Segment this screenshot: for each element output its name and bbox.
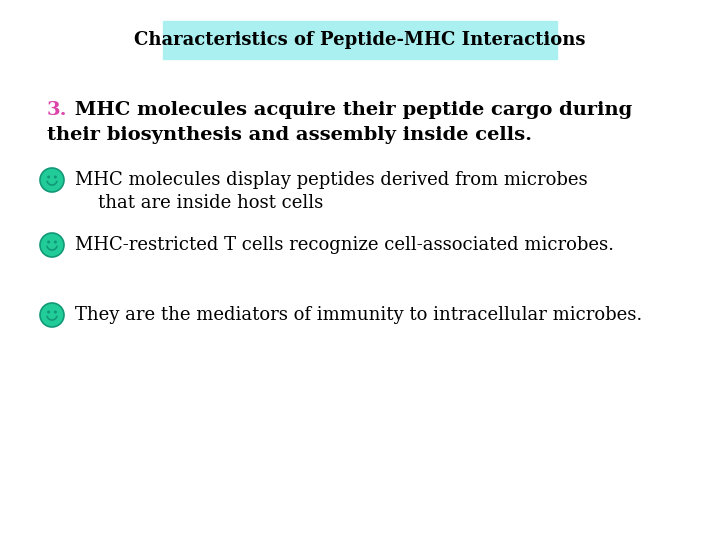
Circle shape xyxy=(40,168,64,192)
Circle shape xyxy=(54,176,57,179)
Text: their biosynthesis and assembly inside cells.: their biosynthesis and assembly inside c… xyxy=(47,126,532,144)
Text: MHC-restricted T cells recognize cell-associated microbes.: MHC-restricted T cells recognize cell-as… xyxy=(75,236,614,254)
Circle shape xyxy=(47,240,50,244)
Text: that are inside host cells: that are inside host cells xyxy=(75,194,323,212)
Circle shape xyxy=(47,310,50,314)
Circle shape xyxy=(40,233,64,257)
Circle shape xyxy=(47,176,50,179)
FancyBboxPatch shape xyxy=(163,21,557,59)
Text: They are the mediators of immunity to intracellular microbes.: They are the mediators of immunity to in… xyxy=(75,306,642,324)
Text: Characteristics of Peptide-MHC Interactions: Characteristics of Peptide-MHC Interacti… xyxy=(134,31,586,49)
Circle shape xyxy=(40,303,64,327)
Circle shape xyxy=(54,240,57,244)
Text: MHC molecules display peptides derived from microbes: MHC molecules display peptides derived f… xyxy=(75,171,588,189)
Circle shape xyxy=(54,310,57,314)
Text: MHC molecules acquire their peptide cargo during: MHC molecules acquire their peptide carg… xyxy=(68,101,632,119)
Text: 3.: 3. xyxy=(47,101,68,119)
